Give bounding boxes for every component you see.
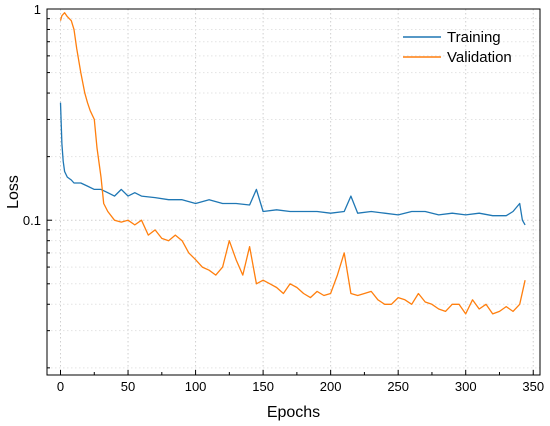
series-line-training	[59, 102, 526, 226]
legend-label-validation: Validation	[447, 49, 512, 66]
series-lines	[59, 12, 526, 315]
x-tick-label: 350	[522, 379, 544, 394]
legend-label-training: Training	[447, 29, 501, 46]
y-tick-label: 0.1	[23, 213, 41, 228]
x-axis-label: Epochs	[267, 404, 320, 421]
axis-ticks: 0 50 100 150 200 250 300 350 1 0.1	[23, 2, 544, 394]
x-tick-label: 250	[387, 379, 409, 394]
series-line-validation	[59, 12, 526, 315]
x-tick-label: 200	[320, 379, 342, 394]
legend: Training Validation	[403, 29, 512, 66]
y-tick-label: 1	[34, 2, 41, 17]
x-tick-label: 150	[252, 379, 274, 394]
y-axis-label: Loss	[5, 175, 22, 209]
x-tick-label: 50	[121, 379, 135, 394]
plot-area-frame	[46, 8, 541, 376]
x-tick-label: 300	[455, 379, 477, 394]
x-tick-label: 0	[57, 379, 64, 394]
x-tick-label: 100	[185, 379, 207, 394]
